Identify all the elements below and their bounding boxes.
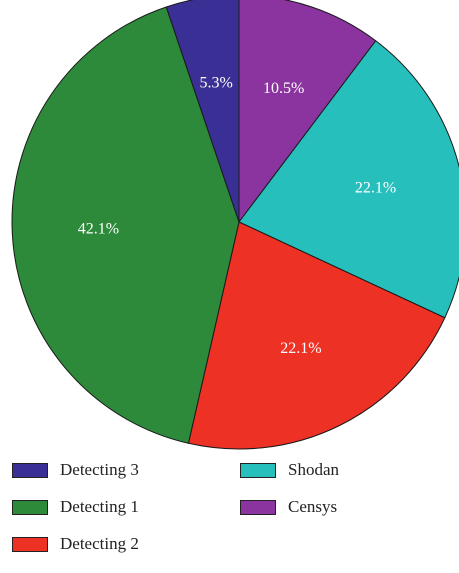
legend-label-shodan: Shodan <box>288 460 339 479</box>
legend-label-detecting-3: Detecting 3 <box>60 460 139 479</box>
pie-slices <box>11 0 459 450</box>
legend-item-shodan: Shodan <box>240 458 339 482</box>
pie-slice-detecting-3 <box>165 0 240 223</box>
legend-swatch-detecting-3 <box>12 462 48 478</box>
pie-slice-detecting-1 <box>11 6 240 444</box>
pie-slice-shodan <box>238 40 459 319</box>
pie-label-detecting-3: 5.3% <box>199 75 232 92</box>
legend-swatch-detecting-1 <box>12 499 48 515</box>
pie-slice-labels: 10.5% 22.1% 22.1% 42.1% 5.3% <box>78 75 396 357</box>
pie-slice-detecting-2 <box>187 221 446 450</box>
legend-item-detecting-2: Detecting 2 <box>12 532 139 556</box>
legend: Detecting 3 Detecting 1 Detecting 2 Shodan C… <box>0 458 459 570</box>
pie-chart: 10.5% 22.1% 22.1% 42.1% 5.3% <box>11 0 459 450</box>
legend-swatch-detecting-2 <box>12 536 48 552</box>
legend-swatch-censys <box>240 499 276 515</box>
pie-label-shodan: 22.1% <box>355 179 396 196</box>
pie-label-detecting-2: 22.1% <box>280 340 321 357</box>
pie-label-detecting-1: 42.1% <box>78 221 119 238</box>
legend-item-detecting-1: Detecting 1 <box>12 495 139 519</box>
legend-item-detecting-3: Detecting 3 <box>12 458 139 482</box>
legend-swatch-shodan <box>240 462 276 478</box>
pie-slice-censys <box>238 0 377 223</box>
legend-label-censys: Censys <box>288 497 338 516</box>
legend-label-detecting-1: Detecting 1 <box>60 497 139 516</box>
pie-label-censys: 10.5% <box>263 80 304 97</box>
legend-label-detecting-2: Detecting 2 <box>60 534 139 553</box>
legend-item-censys: Censys <box>240 495 337 519</box>
